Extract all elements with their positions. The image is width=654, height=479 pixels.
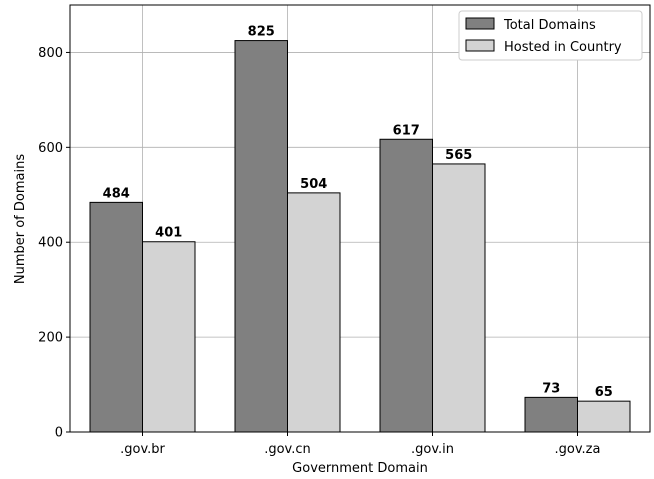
y-tick-label: 600 (38, 141, 63, 156)
legend-label-hosted-in-country: Hosted in Country (504, 40, 622, 55)
bar-total-domains (89, 201, 143, 433)
data-label-total-domains: 73 (542, 381, 560, 396)
data-label-total-domains: 484 (103, 186, 130, 201)
bars (89, 40, 631, 433)
bar-hosted-in-country (142, 241, 196, 433)
legend: Total Domains Hosted in Country (458, 10, 643, 61)
x-tick-label: .gov.cn (264, 442, 311, 457)
legend-swatch-total-domains (465, 17, 495, 30)
bar-hosted-in-country (577, 400, 631, 433)
plot-area-frame (69, 4, 651, 433)
data-label-hosted-in-country: 565 (445, 148, 472, 163)
legend-label-total-domains: Total Domains (503, 18, 596, 33)
y-tick-label: 0 (55, 426, 63, 441)
legend-swatch-hosted-in-country (465, 39, 495, 52)
legend-box (458, 10, 643, 61)
data-label-hosted-in-country: 65 (595, 385, 613, 400)
data-label-total-domains: 617 (393, 123, 420, 138)
axis-ticks: 0 200 400 600 800 .gov.br .gov.cn .gov.in .gov.z… (38, 46, 600, 457)
data-label-total-domains: 825 (248, 25, 275, 40)
x-tick-label: .gov.za (555, 442, 601, 457)
bar-hosted-in-country (287, 192, 341, 433)
x-axis-title: Government Domain (292, 461, 428, 476)
bar-total-domains (379, 138, 433, 433)
data-label-hosted-in-country: 401 (155, 226, 182, 241)
y-axis-title: Number of Domains (13, 154, 28, 284)
data-label-hosted-in-country: 504 (300, 177, 327, 192)
y-tick-label: 400 (38, 236, 63, 251)
y-tick-label: 200 (38, 331, 63, 346)
x-tick-label: .gov.br (120, 442, 165, 457)
bar-total-domains (234, 40, 288, 433)
bar-total-domains (524, 396, 578, 433)
y-tick-label: 800 (38, 46, 63, 61)
data-labels: 484 401 825 504 617 565 73 65 (103, 25, 613, 401)
bar-hosted-in-country (432, 163, 486, 433)
x-tick-label: .gov.in (411, 442, 454, 457)
